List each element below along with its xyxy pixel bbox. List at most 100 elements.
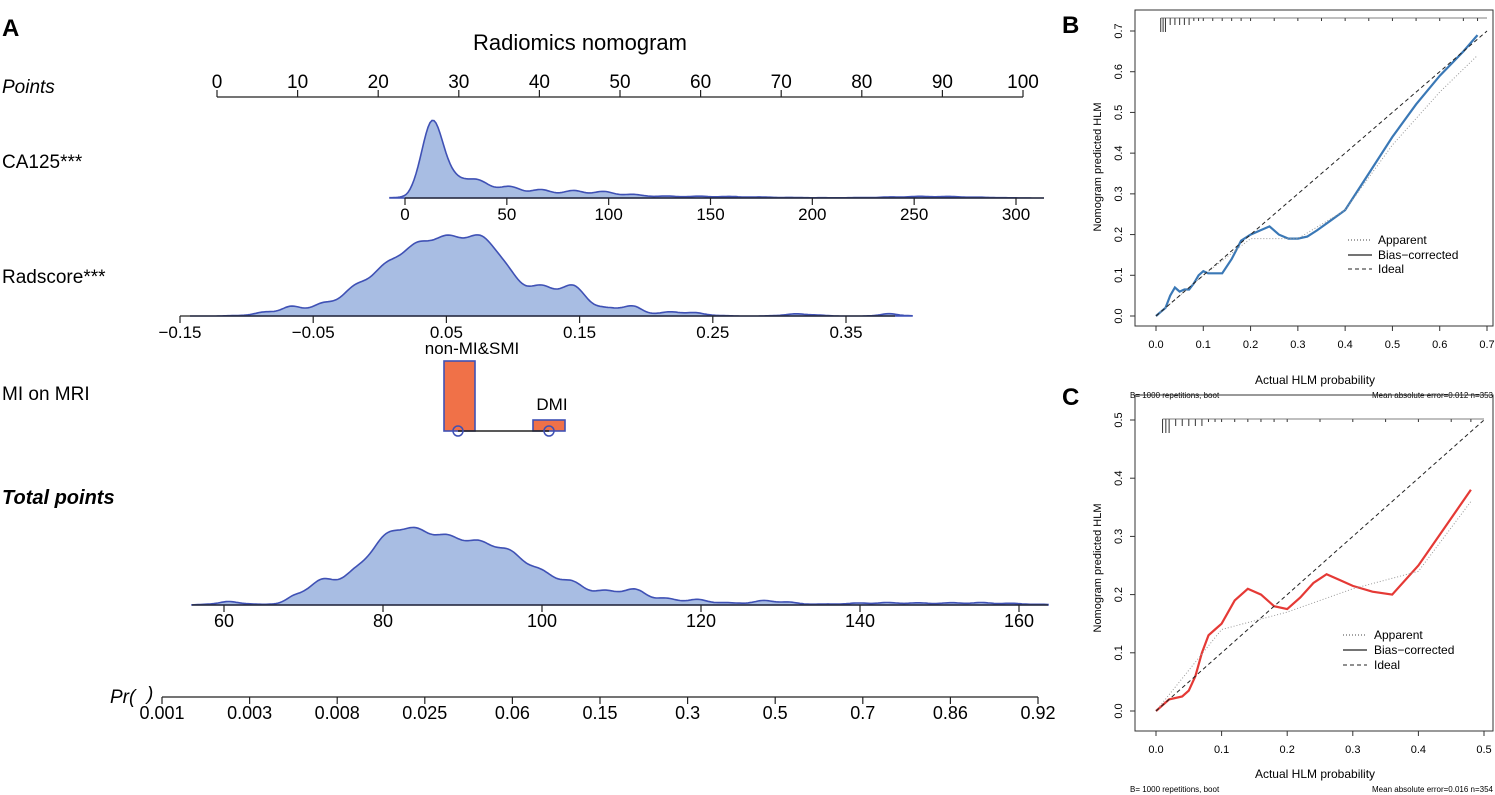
y-tick-label: 0.5 (1113, 105, 1125, 120)
y-tick-label: 0.4 (1113, 471, 1125, 486)
pr-tick-label: 0.3 (675, 703, 700, 723)
x-tick-label: 0.2 (1280, 744, 1295, 756)
panel-b-plot-frame (1134, 9, 1494, 327)
pr-row-label: Pr( (110, 687, 137, 708)
points-tick-label: 20 (368, 72, 389, 93)
ca125-tick-label: 50 (497, 205, 516, 224)
legend-bias-corrected-label: Bias−corrected (1378, 248, 1458, 262)
ca125-row: 0 50 100 150 200 250 300 (389, 119, 1044, 224)
panel-b-plot-content: 0.0 0.1 0.2 0.3 0.4 0.5 0.6 0.7 0.0 0.1 0.2 0.3 0.4 0… (1113, 17, 1495, 351)
mi-category-non-mi-smi: non-MI&SMI (425, 339, 519, 358)
pr-tick-label: 0.92 (1020, 703, 1055, 723)
points-axis: 0 10 20 30 40 50 60 70 80 90 100 (212, 72, 1039, 98)
y-tick-label: 0.0 (1113, 308, 1125, 323)
panel-b-xlabel: Actual HLM probability (1255, 373, 1375, 387)
pr-tick-label: 0.06 (495, 703, 530, 723)
x-tick-label: 0.3 (1290, 339, 1305, 351)
ca125-tick-label: 100 (594, 205, 622, 224)
pr-tick-label: 0.5 (763, 703, 788, 723)
panel-c-ylabel: Nomogram predicted HLM (1092, 504, 1104, 633)
y-tick-label: 0.3 (1113, 529, 1125, 544)
pr-axis-ticks: 0.001 0.003 0.008 0.025 0.06 0.15 0.3 0.5 0.7 0.8… (139, 697, 1056, 723)
radscore-tick-label: 0.15 (563, 323, 596, 342)
series-ideal (1155, 30, 1488, 317)
x-tick-label: 0.5 (1385, 339, 1400, 351)
ca125-tick-label: 200 (798, 205, 826, 224)
total-points-tick-label: 120 (686, 611, 716, 631)
panel-b-legend: Apparent Bias−corrected Ideal (1348, 233, 1458, 276)
legend-apparent-label: Apparent (1374, 628, 1423, 642)
panel-b-ylabel: Nomogram predicted HLM (1092, 103, 1104, 232)
x-tick-label: 0.1 (1196, 339, 1211, 351)
x-tick-label: 0.0 (1148, 744, 1163, 756)
x-tick-label: 0.7 (1479, 339, 1494, 351)
radscore-row: −0.15 −0.05 0.05 0.15 0.25 0.35 (158, 234, 913, 342)
points-tick-label: 70 (771, 72, 792, 93)
y-tick-label: 0.4 (1113, 145, 1125, 160)
y-tick-label: 0.2 (1113, 227, 1125, 242)
x-tick-label: 0.2 (1243, 339, 1258, 351)
ca125-axis-ticks: 0 50 100 150 200 250 300 (400, 198, 1030, 224)
y-tick-label: 0.5 (1113, 412, 1125, 427)
y-tick-label: 0.1 (1113, 268, 1125, 283)
mi-mri-row: non-MI&SMI DMI (425, 339, 568, 437)
mi-mri-row-label: MI on MRI (2, 384, 90, 405)
series-apparent (1155, 501, 1472, 712)
series-bias-corrected (1155, 489, 1472, 712)
legend-ideal-label: Ideal (1378, 262, 1404, 276)
ca125-density (389, 119, 1044, 199)
pr-tick-label: 0.001 (139, 703, 184, 723)
radscore-axis-ticks: −0.15 −0.05 0.05 0.15 0.25 0.35 (158, 316, 863, 342)
x-tick-label: 0.5 (1476, 744, 1491, 756)
panel-c-footer-left: B= 1000 repetitions, boot (1130, 785, 1220, 794)
nomogram-title: Radiomics nomogram (473, 30, 687, 55)
pr-axis: 0.001 0.003 0.008 0.025 0.06 0.15 0.3 0.5 0.7 0.8… (139, 696, 1056, 723)
x-tick-label: 0.4 (1411, 744, 1426, 756)
series-bias-corrected (1155, 34, 1479, 317)
pr-tick-label: 0.15 (582, 703, 617, 723)
radscore-tick-label: −0.15 (158, 323, 201, 342)
mi-point-dmi (543, 425, 555, 437)
panel-c-legend: Apparent Bias−corrected Ideal (1343, 628, 1454, 672)
radscore-density (190, 234, 913, 317)
total-points-tick-label: 160 (1004, 611, 1034, 631)
x-tick-label: 0.4 (1337, 339, 1352, 351)
points-tick-label: 50 (609, 72, 630, 93)
total-points-density (191, 526, 1049, 606)
panel-c-plot-frame (1134, 394, 1494, 732)
x-tick-label: 0.3 (1345, 744, 1360, 756)
points-tick-label: 60 (690, 72, 711, 93)
total-points-tick-label: 140 (845, 611, 875, 631)
pr-tick-label: 0.86 (933, 703, 968, 723)
radscore-tick-label: 0.35 (829, 323, 862, 342)
x-tick-label: 0.1 (1214, 744, 1229, 756)
points-tick-label: 0 (212, 72, 223, 93)
radscore-row-label: Radscore*** (2, 267, 106, 288)
total-points-tick-label: 60 (214, 611, 234, 631)
total-points-row: 60 80 100 120 140 160 (191, 526, 1049, 631)
x-tick-label: 0.6 (1432, 339, 1447, 351)
pr-tick-label: 0.025 (402, 703, 447, 723)
ca125-tick-label: 250 (900, 205, 928, 224)
ca125-tick-label: 0 (400, 205, 409, 224)
panel-c-calibration: C 0.0 0.1 0.2 0.3 0.4 0.5 0.0 0.1 0.2 0.3 0.4 0.5 A… (1062, 384, 1494, 794)
legend-apparent-label: Apparent (1378, 233, 1427, 247)
series-ideal (1155, 419, 1485, 712)
y-tick-label: 0.0 (1113, 703, 1125, 718)
radscore-tick-label: −0.05 (292, 323, 335, 342)
panel-c-footer-right: Mean absolute error=0.016 n=354 (1372, 785, 1494, 794)
points-tick-label: 10 (287, 72, 308, 93)
panel-a-label: A (2, 15, 19, 42)
ca125-tick-label: 300 (1002, 205, 1030, 224)
radscore-tick-label: 0.25 (696, 323, 729, 342)
total-points-tick-label: 100 (527, 611, 557, 631)
points-row-label: Points (2, 77, 55, 98)
y-tick-label: 0.2 (1113, 587, 1125, 602)
total-points-axis-ticks: 60 80 100 120 140 160 (214, 605, 1034, 631)
y-tick-label: 0.3 (1113, 186, 1125, 201)
points-tick-label: 40 (529, 72, 550, 93)
y-tick-label: 0.7 (1113, 23, 1125, 38)
pr-tick-label: 0.7 (850, 703, 875, 723)
points-tick-label: 90 (932, 72, 953, 93)
